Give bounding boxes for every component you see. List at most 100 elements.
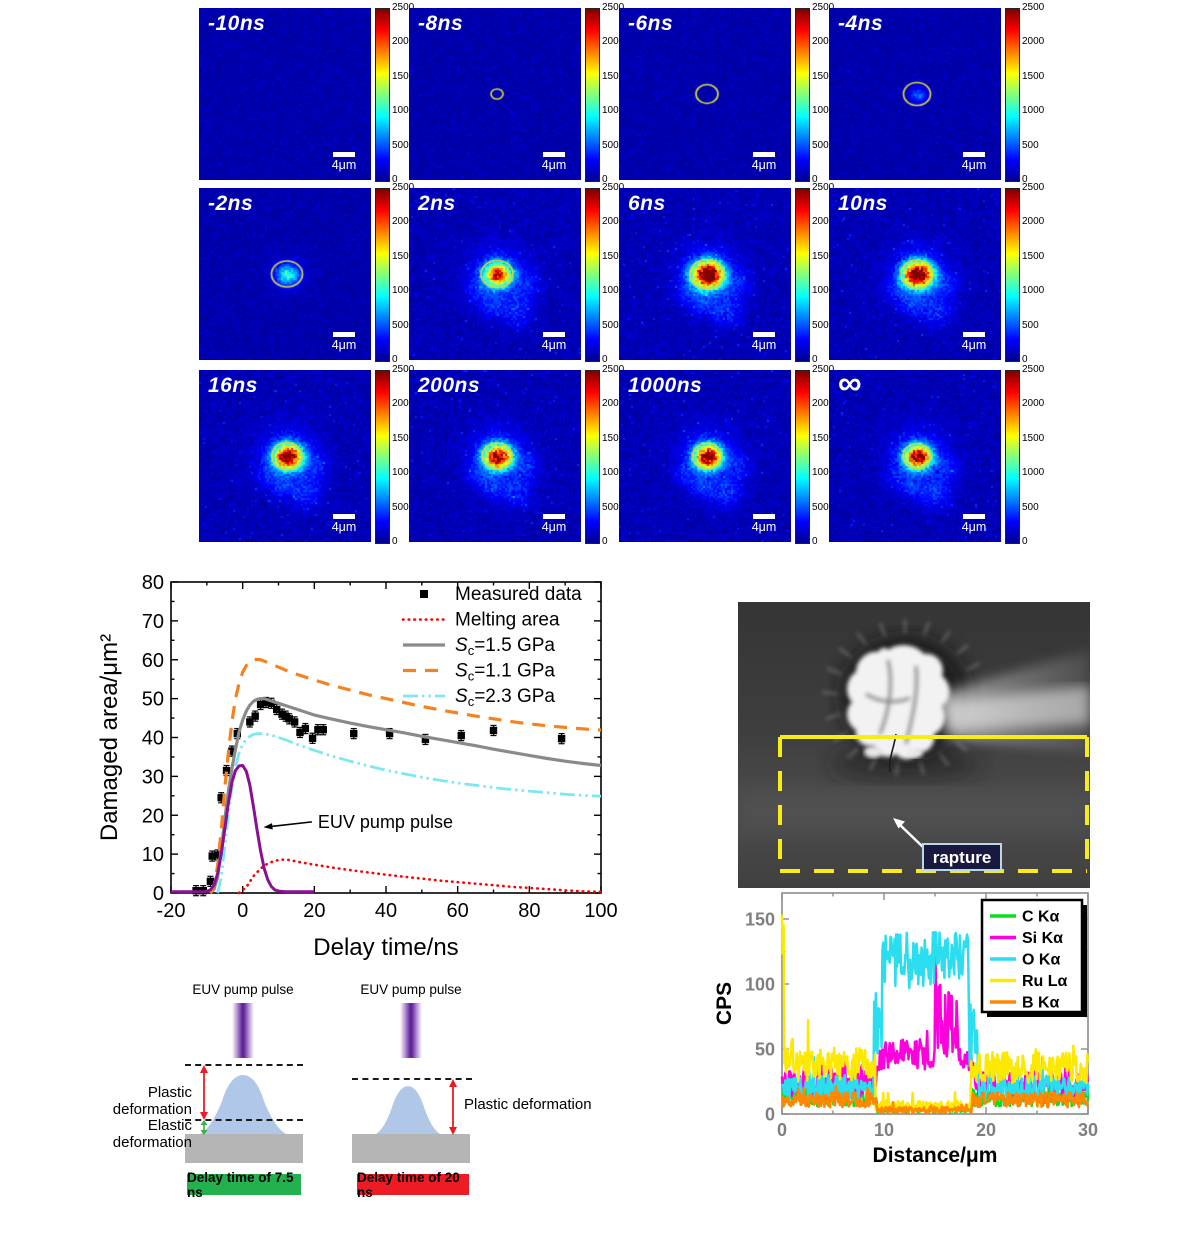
heatmap-panel: 1000ns 4μm 0 500 1000 1500 2000 2500 [619,365,834,547]
annotation-text: EUV pump pulse [318,812,453,832]
measured-point [489,726,498,735]
scale-bar-label: 4μm [541,158,567,172]
edx-linescan-chart: 0 10 20 30 0 50 100 150 Distance/μm CPS C Kα Si Kα O… [713,885,1135,1185]
colorbar-tick-label: 0 [602,536,608,547]
heatmap-image [619,188,791,360]
plastic-arrow-right [449,1079,457,1135]
dashed-level-right [352,1078,472,1080]
y-tick-label: 70 [142,611,164,633]
colorbar [585,188,600,362]
colorbar [585,370,600,544]
scale-bar [753,152,775,157]
heatmap-panel: -2ns 4μm 0 500 1000 1500 2000 2500 [199,183,414,365]
colorbar [375,8,390,182]
measured-point [296,728,304,737]
x-tick-label: 20 [976,1120,996,1140]
colorbar-tick-label: 1500 [392,250,415,262]
colorbar-tick-label: 1500 [812,70,835,82]
series-b-k- [780,1084,1090,1115]
y-tick-label: 0 [153,883,164,905]
bump-right [376,1086,440,1134]
scale-bar-label: 4μm [331,520,357,534]
measured-point [273,705,281,714]
series-ru-l- [780,914,1090,1113]
colorbar-tick-label: 1000 [1022,105,1045,117]
heatmap-image [409,370,581,542]
colorbar-tick-label: 2500 [602,364,625,375]
heatmap-image [199,188,371,360]
scale-bar-label: 4μm [961,338,987,352]
colorbar-tick-label: 2500 [1022,364,1045,375]
colorbar-tick-label: 0 [812,536,818,547]
scale-bar-label: 4μm [751,158,777,172]
sem-image: rapture [738,602,1090,888]
heatmap-image [199,370,371,542]
edx-linescan-chart-svg: 0 10 20 30 0 50 100 150 Distance/μm CPS C Kα Si Kα O… [713,892,1098,1167]
measured-point [285,715,293,723]
heatmap-panel: ∞ 4μm 0 500 1000 1500 2000 2500 [829,364,1044,547]
panel-delay-label: -4ns [838,12,884,35]
colorbar [795,8,810,182]
series-sc-1-5-gpa [209,697,602,895]
measured-point [421,735,430,744]
colorbar-tick-label: 2000 [1022,216,1045,228]
colorbar-tick-label: 0 [602,174,608,185]
substrate-left [185,1134,303,1163]
colorbar-tick-label: 1500 [392,432,415,444]
measured-point [251,712,259,720]
colorbar [585,8,600,182]
scale-bar-label: 4μm [331,158,357,172]
measured-point [256,700,265,709]
euv-beam-left [232,1003,254,1058]
x-tick-label: 0 [237,900,248,922]
sem-light-band [738,787,1090,837]
colorbar-tick-label: 1500 [602,432,625,444]
measured-point [262,698,270,707]
colorbar-tick-label: 1000 [812,285,835,297]
heatmap-panel: -10ns 4μm 0 500 1000 1500 2000 2500 [199,3,414,185]
legend-label: Ru Lα [1022,973,1068,990]
colorbar-tick-label: 1500 [1022,70,1045,82]
colorbar-tick-label: 1000 [392,105,415,117]
series-euv-pump-pulse [171,764,315,894]
scale-bar-label: 4μm [751,520,777,534]
x-tick-label: 80 [518,900,540,922]
heatmap-image [409,188,581,360]
x-axis-label: Distance/μm [873,1144,998,1167]
panel-delay-label: 16ns [208,374,258,397]
heatmap-panel: -6ns 4μm 0 500 1000 1500 2000 2500 [619,3,834,185]
x-tick-label: 40 [375,900,397,922]
scale-bar [963,152,985,157]
y-tick-label: 0 [765,1104,775,1124]
x-tick-label: -20 [157,900,186,922]
colorbar [375,370,390,544]
y-tick-label: 10 [142,844,164,866]
colorbar-tick-label: 1000 [392,285,415,297]
deformation-schematics: EUV pump pulse Plastic deformation Elast… [60,978,605,1208]
scale-bar [543,152,565,157]
scale-bar [333,514,355,519]
x-tick-label: 60 [447,900,469,922]
colorbar-tick-label: 0 [392,354,398,365]
sem-radial-spikes [821,619,981,777]
measured-point [314,726,322,734]
scale-bar [333,152,355,157]
colorbar-tick-label: 500 [392,319,409,331]
y-tick-label: 150 [745,909,775,929]
colorbar-tick-label: 0 [812,174,818,185]
colorbar-tick-label: 500 [392,139,409,151]
sem-blob-foot-right [907,748,923,758]
scale-bar-label: 4μm [541,338,567,352]
legend-box [980,898,1084,1014]
colorbar-tick-label: 0 [1022,174,1028,185]
x-tick-label: 0 [777,1120,787,1140]
colorbar-tick-label: 2500 [602,2,625,13]
x-tick-label: 10 [874,1120,894,1140]
colorbar-tick-label: 2000 [812,398,835,410]
legend-label: Sc=2.3 GPa [455,686,555,709]
colorbar-tick-label: 2000 [392,216,415,228]
measured-point [350,729,358,738]
colorbar-tick-label: 2500 [812,2,835,13]
colorbar-tick-label: 1500 [602,70,625,82]
